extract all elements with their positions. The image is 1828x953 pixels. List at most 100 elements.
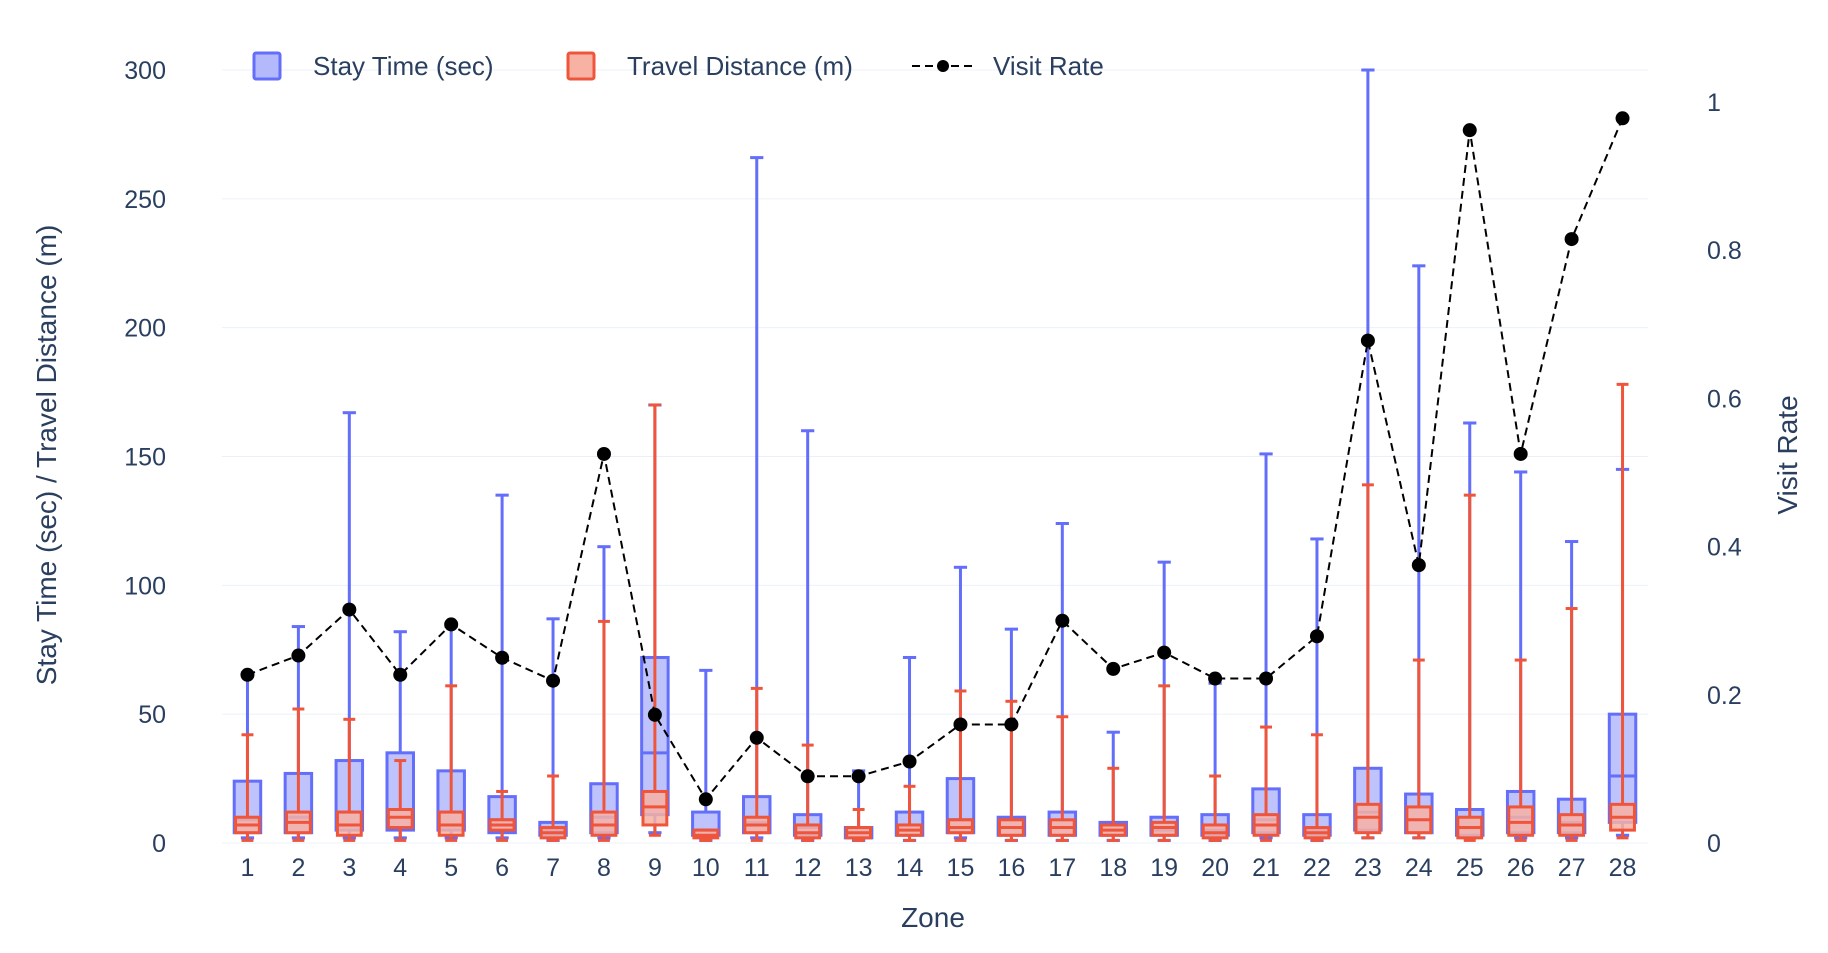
x-tick-label: 28 — [1609, 854, 1637, 882]
box-travel-distance-m — [1150, 684, 1178, 842]
y2-tick-label: 0 — [1707, 830, 1721, 858]
x-tick-label: 3 — [342, 854, 356, 882]
visit-rate-marker — [1564, 232, 1579, 247]
y2-tick-label: 1 — [1707, 89, 1721, 117]
x-tick-label: 15 — [947, 854, 975, 882]
box-travel-distance-m — [1456, 493, 1484, 842]
box-travel-distance-m — [1558, 607, 1586, 842]
box-travel-distance-m — [1201, 774, 1229, 842]
visit-rate-marker — [1411, 558, 1426, 573]
x-tick-label: 19 — [1150, 854, 1178, 882]
box-travel-distance-m — [692, 828, 720, 842]
x-tick-label: 6 — [495, 854, 509, 882]
x-axis-title: Zone — [901, 902, 965, 933]
box-travel-distance-m — [1303, 733, 1331, 842]
visit-rate-marker — [393, 667, 408, 682]
legend-item-stay-time[interactable]: Stay Time (sec) — [252, 51, 494, 81]
visit-rate-marker — [1208, 671, 1223, 686]
box-travel-distance-m — [234, 733, 261, 842]
x-axis: 1 2 3 4 5 6 7 8 9 10 11 12 13 14 15 16 17 18 19 20 21 22 23 24 2… — [241, 854, 1637, 882]
visit-rate-marker — [902, 754, 917, 769]
visit-rate-marker — [953, 717, 968, 732]
box-stay-time-sec — [487, 493, 517, 840]
x-tick-label: 24 — [1405, 854, 1433, 882]
y-axis-title: Stay Time (sec) / Travel Distance (m) — [31, 225, 62, 686]
x-tick-label: 2 — [291, 854, 305, 882]
visit-rate-marker — [546, 673, 561, 688]
box-travel-distance-m — [335, 717, 363, 842]
legend-label-stay-time: Stay Time (sec) — [313, 51, 494, 81]
box-travel-distance-m — [743, 686, 771, 842]
x-tick-label: 12 — [794, 854, 822, 882]
x-tick-label: 5 — [444, 854, 458, 882]
box-travel-distance-m — [794, 743, 822, 842]
y-tick-label: 100 — [124, 572, 166, 600]
visit-rate-marker — [1462, 123, 1477, 138]
x-tick-label: 16 — [997, 854, 1025, 882]
visit-rate-marker — [596, 446, 611, 461]
visit-rate-marker — [1004, 717, 1019, 732]
x-tick-label: 14 — [896, 854, 924, 882]
y-tick-label: 0 — [152, 830, 166, 858]
box-travel-distance-m — [386, 759, 414, 842]
x-tick-label: 20 — [1201, 854, 1229, 882]
y-tick-label: 250 — [124, 186, 166, 214]
visit-rate-marker — [1106, 661, 1121, 676]
box-travel-distance-m — [947, 689, 974, 842]
visit-rate-line — [247, 117, 1624, 802]
box-travel-distance-m — [896, 784, 923, 842]
visit-rate-marker — [1309, 629, 1324, 644]
y2-axis-title: Visit Rate — [1772, 395, 1803, 514]
legend-label-travel-distance: Travel Distance (m) — [627, 51, 853, 81]
x-tick-label: 18 — [1099, 854, 1127, 882]
legend-label-visit-rate: Visit Rate — [993, 51, 1104, 81]
x-tick-label: 10 — [692, 854, 720, 882]
visit-rate-marker — [647, 707, 662, 722]
gridlines — [222, 69, 1648, 844]
visit-rate-marker — [1055, 613, 1070, 628]
visit-rate-marker — [749, 730, 764, 745]
x-tick-label: 8 — [597, 854, 611, 882]
x-tick-label: 11 — [744, 854, 770, 882]
x-tick-label: 26 — [1507, 854, 1535, 882]
visit-rate-marker — [342, 602, 357, 617]
box-travel-distance-m — [488, 789, 516, 842]
y-tick-label: 200 — [124, 315, 166, 343]
visit-rate-marker — [495, 650, 510, 665]
x-tick-label: 4 — [393, 854, 407, 882]
visit-rate-marker — [1615, 111, 1630, 126]
y2-tick-label: 0.6 — [1707, 385, 1742, 413]
box-travel-distance-m — [1252, 725, 1280, 842]
visit-rate-marker — [698, 792, 713, 807]
x-tick-label: 13 — [845, 854, 873, 882]
box-travel-distance-m — [1405, 658, 1433, 840]
legend: Stay Time (sec) Travel Distance (m) Visi… — [252, 51, 1104, 81]
x-tick-label: 1 — [241, 854, 255, 882]
legend-marker-visit-rate — [937, 60, 949, 72]
visit-rate-marker — [1157, 645, 1172, 660]
y2-tick-label: 0.8 — [1707, 237, 1742, 265]
x-tick-label: 23 — [1354, 854, 1382, 882]
visit-rate-marker — [1513, 446, 1528, 461]
box-travel-distance-m — [1507, 658, 1535, 842]
legend-item-visit-rate[interactable]: Visit Rate — [912, 51, 1104, 81]
visit-rate-marker — [800, 769, 815, 784]
box-series — [232, 68, 1638, 842]
visit-rate-marker — [851, 769, 866, 784]
box-travel-distance-m — [1048, 715, 1076, 842]
visit-rate-marker — [1259, 671, 1274, 686]
box-travel-distance-m — [1354, 483, 1382, 840]
legend-item-travel-distance[interactable]: Travel Distance (m) — [566, 51, 853, 81]
box-travel-distance-m — [1609, 382, 1636, 840]
box-stay-time-sec — [691, 668, 721, 842]
box-travel-distance-m — [845, 808, 873, 842]
box-travel-distance-m — [590, 619, 618, 842]
visit-rate-marker — [240, 667, 255, 682]
y-axis: 0 50 100 150 200 250 300 — [124, 57, 166, 858]
visit-rate-marker — [291, 648, 306, 663]
box-travel-distance-m — [539, 774, 567, 842]
box-travel-distance-m — [437, 684, 465, 842]
x-tick-label: 17 — [1048, 854, 1076, 882]
y-tick-label: 150 — [124, 444, 166, 472]
